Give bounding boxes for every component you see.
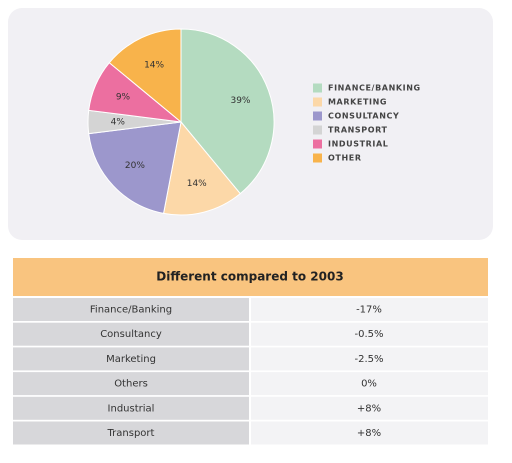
table-cell-bg [251,347,488,371]
table-cell: 0% [361,379,377,390]
legend-label: INDUSTRIAL [328,140,388,149]
table-cell-bg [251,322,488,346]
table-header [13,258,488,296]
pie-slice [162,120,241,216]
table-cell-bg [13,421,249,445]
legend-swatch [313,111,322,121]
table-cell: Industrial [108,403,155,414]
table-cell-bg [13,396,249,420]
legend-label: MARKETING [328,98,387,107]
slice-label: 14% [144,60,164,70]
table-cell: Others [114,379,148,390]
legend-swatch [313,139,322,149]
legend-label: CONSULTANCY [328,112,399,121]
table-cell: Consultancy [100,329,162,340]
table-cell-bg [13,322,249,346]
legend-label: OTHER [328,154,362,163]
table-title: Different compared to 2003 [156,270,343,284]
slice-label: 20% [125,161,145,171]
pie-slice [180,28,275,195]
table-cell: +8% [357,403,381,414]
table-cell: -17% [356,305,382,316]
legend-swatch [313,97,322,107]
legend-swatch [313,153,322,163]
table-cell-bg [13,347,249,371]
slice-label: 39% [230,96,250,106]
legend-swatch [313,125,322,135]
pie-slice [108,28,182,124]
table-cell: Marketing [106,354,156,365]
table-cell-bg [13,298,249,321]
table-cell: -2.5% [354,354,383,365]
legend-label: FINANCE/BANKING [328,84,421,93]
table-cell-bg [251,421,488,445]
table-cell: +8% [357,428,381,439]
table-cell-bg [13,372,249,396]
pie-slice [88,121,182,214]
table-cell: Transport [107,428,155,439]
slice-label: 4% [111,118,126,128]
table-cell-bg [251,396,488,420]
legend-swatch [313,83,322,93]
table-cell-bg [251,298,488,321]
slice-label: 14% [187,179,207,189]
table-cell: Finance/Banking [90,305,172,316]
table-cell: -0.5% [354,329,383,340]
table-cell-bg [251,372,488,396]
legend-label: TRANSPORT [328,126,388,135]
slice-label: 9% [116,92,131,102]
